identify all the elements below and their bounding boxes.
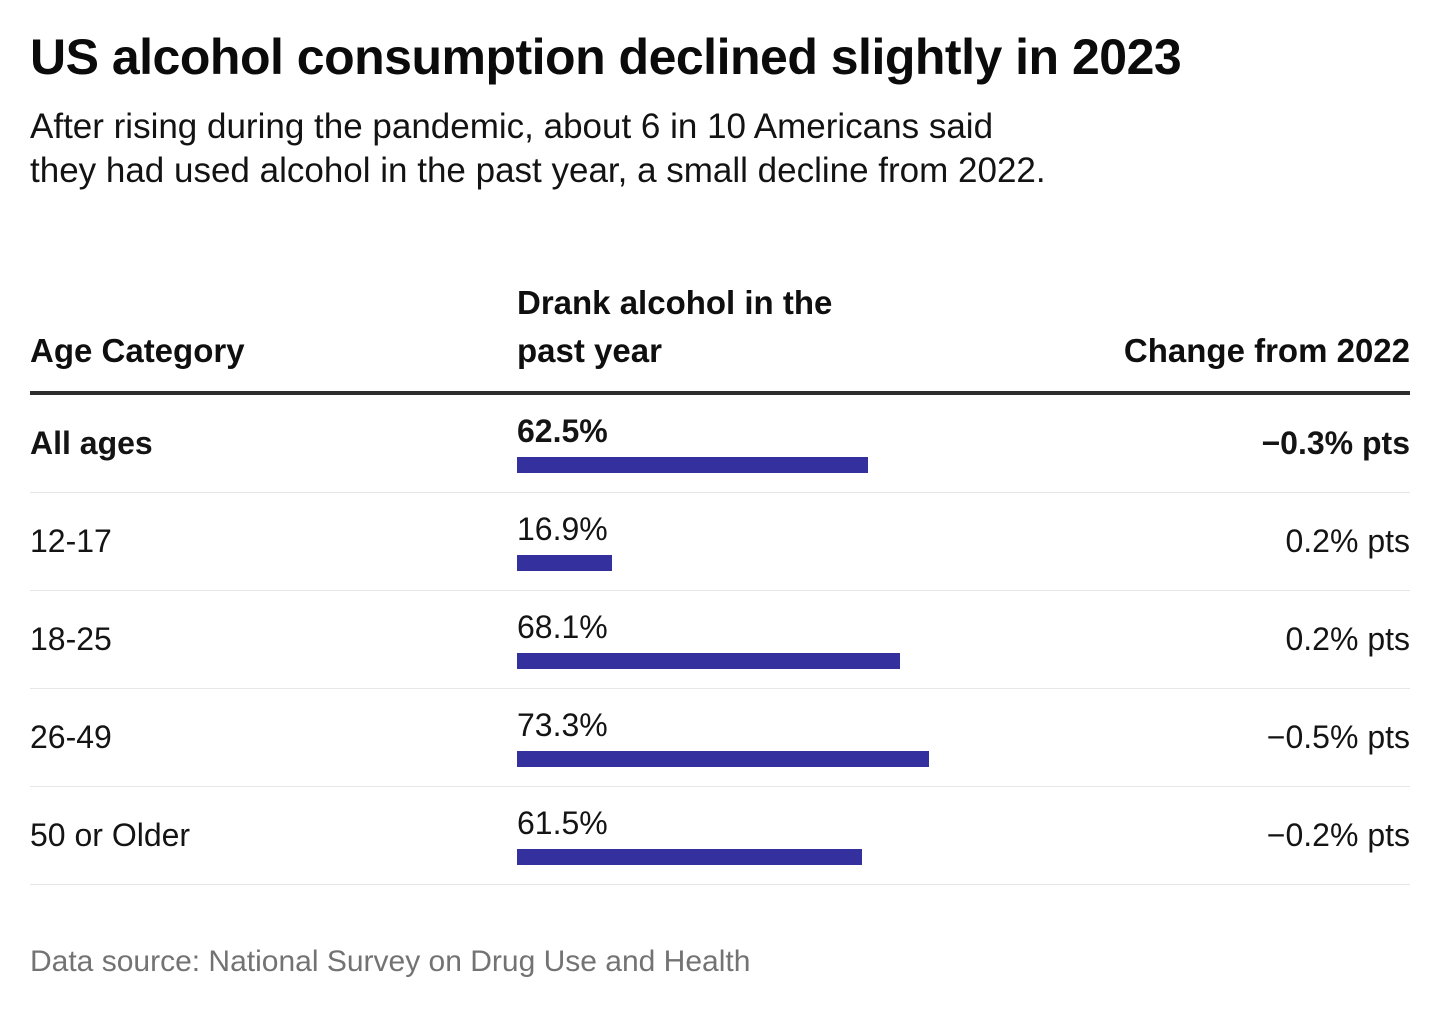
- value-label: 61.5%: [517, 804, 608, 841]
- value-bar: [517, 652, 900, 669]
- subtitle-line-1: After rising during the pandemic, about …: [30, 107, 994, 146]
- age-category-label: All ages: [30, 425, 153, 461]
- change-label: −0.2% pts: [1266, 817, 1410, 853]
- value-cell: 68.1%: [517, 591, 1077, 688]
- change-label: 0.2% pts: [1285, 523, 1410, 559]
- value-bar: [517, 456, 869, 473]
- value-bar: [517, 750, 929, 767]
- value-label: 62.5%: [517, 412, 608, 449]
- table-header-row: Age Category Drank alcohol in the past y…: [30, 279, 1410, 395]
- chart-title: US alcohol consumption declined slightly…: [30, 29, 1182, 85]
- age-category-label: 26-49: [30, 719, 112, 755]
- chart-subtitle: After rising during the pandemic, about …: [30, 105, 1410, 193]
- age-category-label: 50 or Older: [30, 817, 191, 853]
- change-label: −0.3% pts: [1261, 425, 1410, 461]
- value-cell: 61.5%: [517, 787, 1077, 884]
- subtitle-line-2: they had used alcohol in the past year, …: [30, 151, 1046, 190]
- table-row: 12-17 16.9% 0.2% pts: [30, 493, 1410, 591]
- value-bar: [517, 554, 612, 571]
- change-label: 0.2% pts: [1285, 621, 1410, 657]
- column-header-change-from-2022: Change from 2022: [1123, 332, 1410, 369]
- column-header-age-category: Age Category: [30, 332, 245, 369]
- infographic: US alcohol consumption declined slightly…: [30, 29, 1410, 978]
- data-source: Data source: National Survey on Drug Use…: [30, 945, 751, 978]
- table-row: All ages 62.5% −0.3% pts: [30, 395, 1410, 493]
- table-row: 18-25 68.1% 0.2% pts: [30, 591, 1410, 689]
- value-label: 16.9%: [517, 510, 608, 547]
- value-label: 73.3%: [517, 706, 608, 743]
- value-label: 68.1%: [517, 608, 608, 645]
- column-header-drank-alcohol: Drank alcohol in the past year: [517, 279, 1077, 375]
- column-header-drank-alcohol-text: Drank alcohol in the past year: [517, 284, 833, 369]
- table-row: 50 or Older 61.5% −0.2% pts: [30, 787, 1410, 885]
- value-cell: 62.5%: [517, 395, 1077, 492]
- table-row: 26-49 73.3% −0.5% pts: [30, 689, 1410, 787]
- change-label: −0.5% pts: [1266, 719, 1410, 755]
- value-bar: [517, 848, 863, 865]
- age-category-label: 12-17: [30, 523, 112, 559]
- value-cell: 73.3%: [517, 689, 1077, 786]
- value-cell: 16.9%: [517, 493, 1077, 590]
- age-category-label: 18-25: [30, 621, 112, 657]
